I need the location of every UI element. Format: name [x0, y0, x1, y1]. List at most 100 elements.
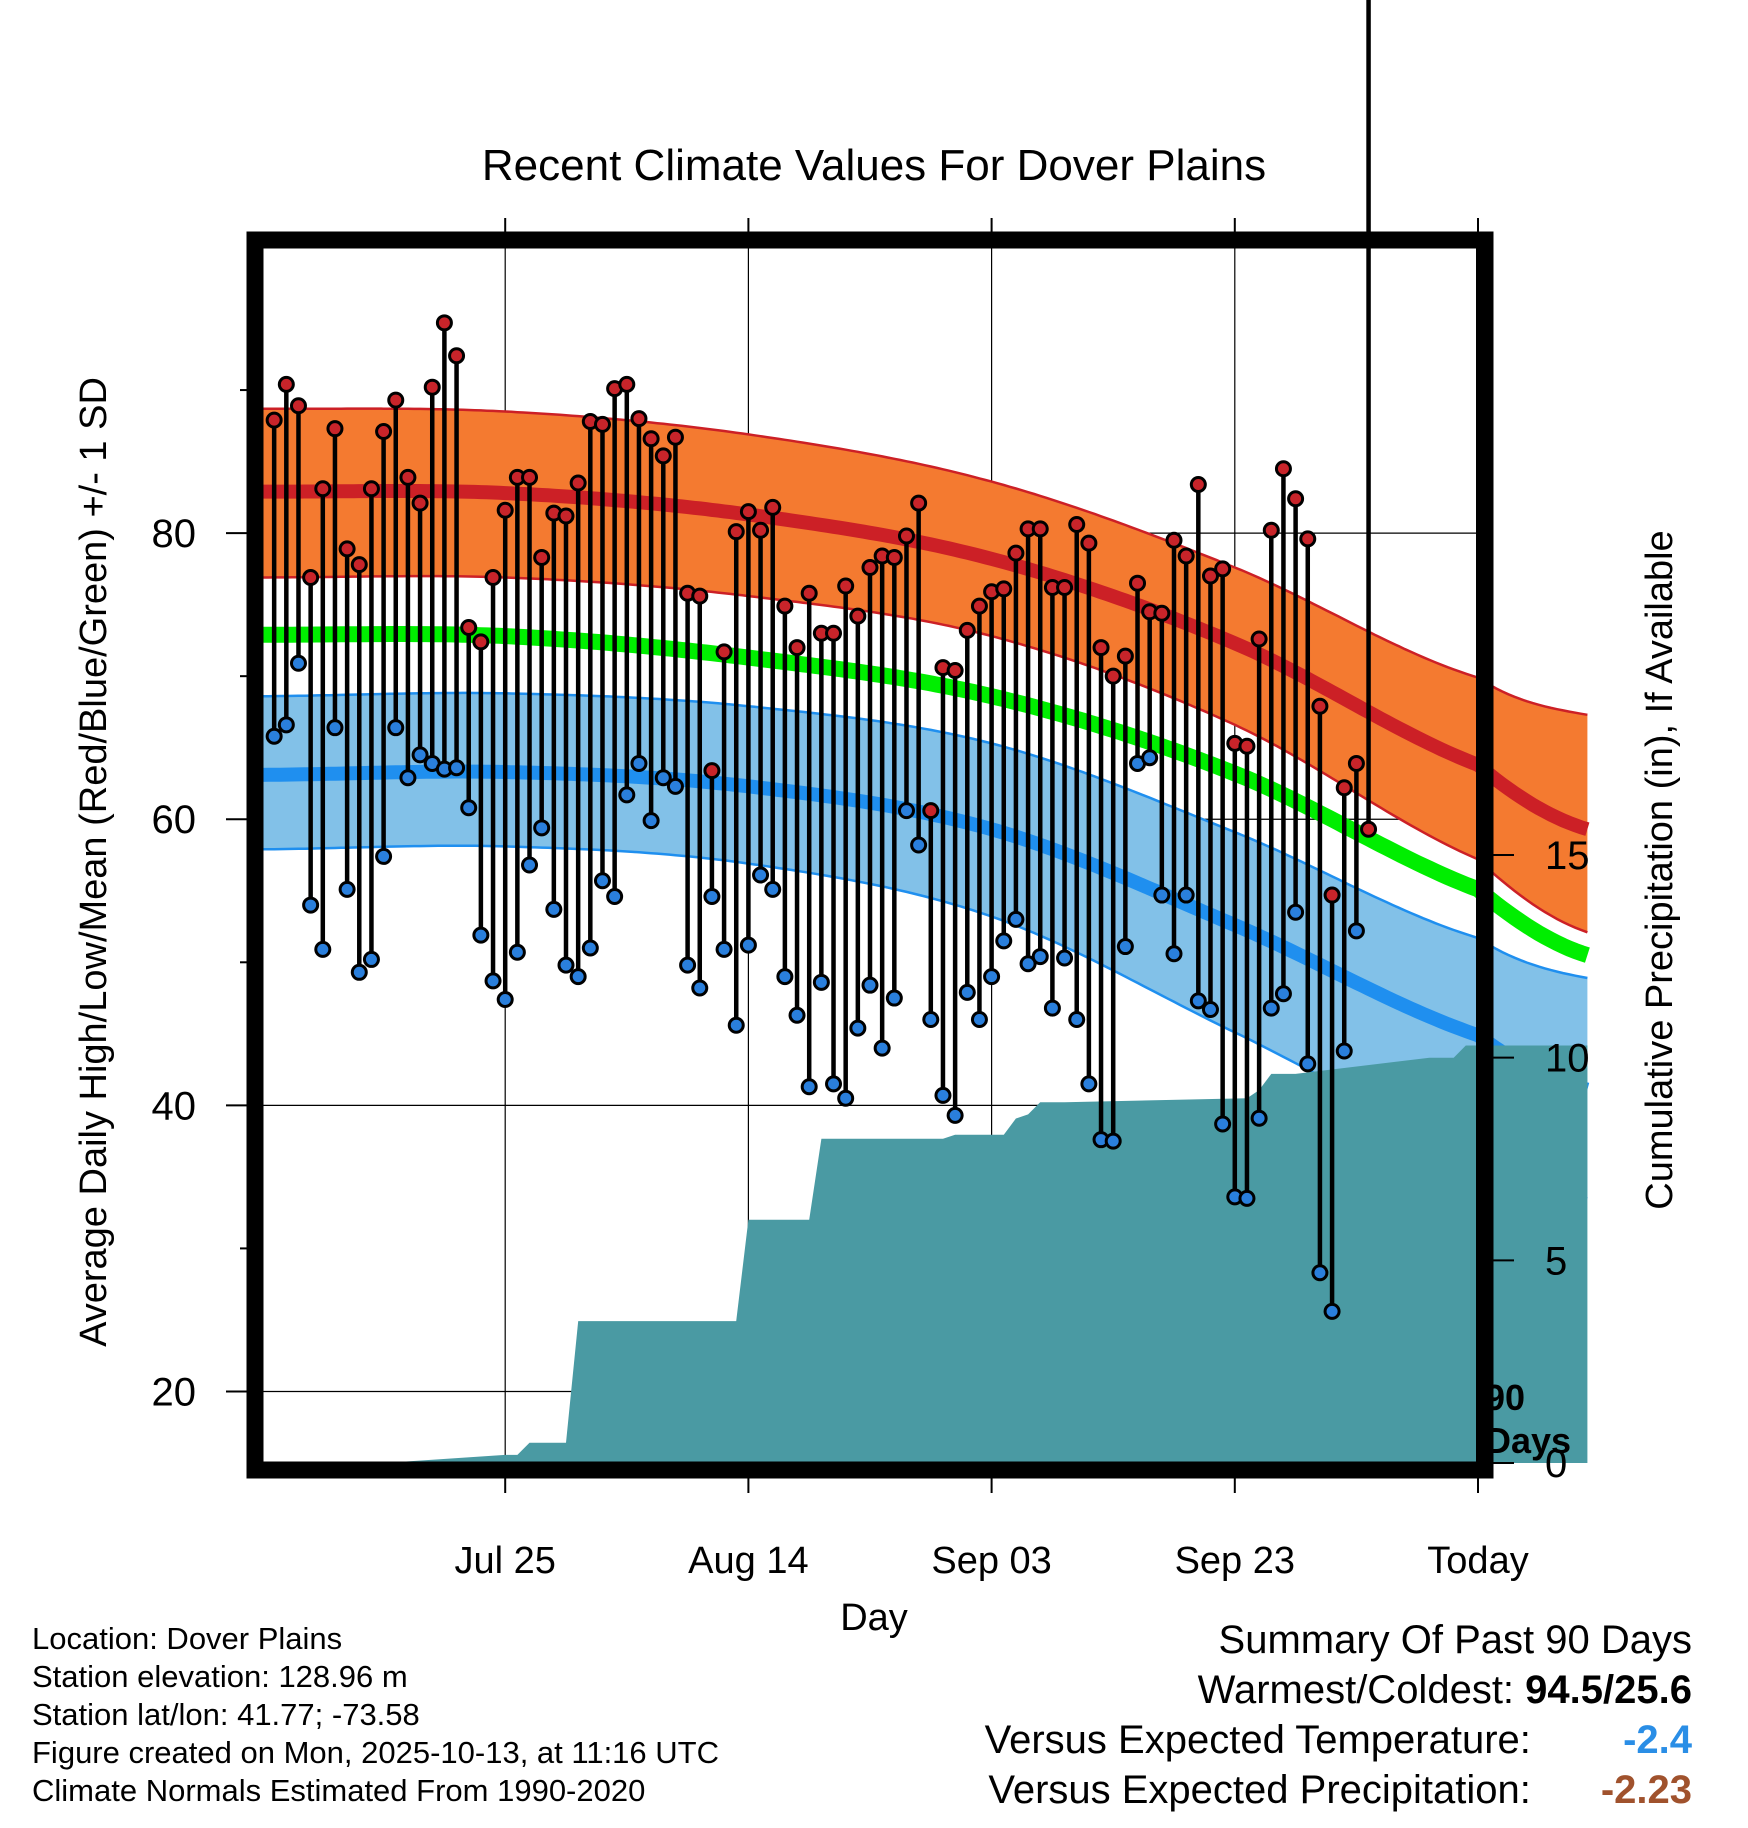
temp-label: Versus Expected Temperature: — [984, 1718, 1531, 1762]
low-point — [1189, 992, 1207, 1010]
high-point — [1068, 516, 1086, 534]
low-point — [837, 1089, 855, 1107]
high-point — [448, 347, 466, 365]
low-point — [411, 746, 429, 764]
high-point — [472, 633, 490, 651]
high-point — [1177, 547, 1195, 565]
high-point — [788, 639, 806, 657]
x-axis-label: Day — [840, 1597, 908, 1639]
low-point — [375, 847, 393, 865]
low-point — [922, 1011, 940, 1029]
chart-title: Recent Climate Values For Dover Plains — [482, 141, 1266, 190]
low-point — [764, 880, 782, 898]
warmest-value: 94.5/25.6 — [1525, 1668, 1692, 1712]
high-point — [533, 548, 551, 566]
low-point — [1080, 1075, 1098, 1093]
created-text: Figure created on Mon, 2025-10-13, at 11… — [32, 1735, 719, 1770]
high-point — [326, 420, 344, 438]
low-point — [326, 719, 344, 737]
low-point — [1323, 1302, 1341, 1320]
low-point — [849, 1019, 867, 1037]
high-point — [1201, 567, 1219, 585]
low-point — [265, 727, 283, 745]
low-point — [776, 968, 794, 986]
low-point — [338, 880, 356, 898]
high-point — [825, 624, 843, 642]
high-point — [1080, 534, 1098, 552]
high-point — [642, 430, 660, 448]
low-point — [1104, 1132, 1122, 1150]
low-point — [581, 939, 599, 957]
low-point — [934, 1086, 952, 1104]
location-text: Location: Dover Plains — [32, 1621, 343, 1656]
low-point — [825, 1075, 843, 1093]
high-point — [314, 480, 332, 498]
low-point — [1153, 886, 1171, 904]
summary-precip-row: Versus Expected Precipitation: -2.23 — [985, 1765, 1692, 1815]
high-point — [703, 762, 721, 780]
low-point — [1043, 999, 1061, 1017]
low-point — [910, 836, 928, 854]
y-axis-left-label: Average Daily High/Low/Mean (Red/Blue/Gr… — [73, 377, 115, 1347]
x-axis: Jul 25 Aug 14 Sep 03 Sep 23 Today — [454, 218, 1529, 1582]
low-point — [897, 802, 915, 820]
high-point — [557, 507, 575, 525]
high-point — [484, 568, 502, 586]
normals-text: Climate Normals Estimated From 1990-2020 — [32, 1773, 646, 1808]
high-point — [861, 558, 879, 576]
high-point — [460, 619, 478, 637]
high-point — [1262, 521, 1280, 539]
y-axis-left: 20 40 60 80 — [152, 389, 252, 1414]
low-point — [630, 754, 648, 772]
high-point — [897, 527, 915, 545]
low-point — [606, 887, 624, 905]
summary-title: Summary Of Past 90 Days — [1218, 1618, 1692, 1662]
y-right-tick-label: 5 — [1545, 1239, 1567, 1283]
low-point — [496, 990, 514, 1008]
low-point — [399, 769, 417, 787]
low-point — [995, 932, 1013, 950]
low-point — [277, 716, 295, 734]
low-point — [873, 1039, 891, 1057]
low-point — [642, 812, 660, 830]
high-point — [521, 468, 539, 486]
high-point — [885, 548, 903, 566]
low-point — [752, 866, 770, 884]
low-point — [715, 940, 733, 958]
low-point — [1335, 1042, 1353, 1060]
low-point — [983, 968, 1001, 986]
low-point — [1347, 922, 1365, 940]
high-point — [1189, 475, 1207, 493]
y-left-tick-label: 60 — [152, 798, 197, 842]
plot-frame — [246, 231, 1494, 1479]
precip-value: -2.23 — [1600, 1768, 1692, 1812]
low-point — [666, 777, 684, 795]
high-point — [1116, 647, 1134, 665]
x-tick-label: Sep 23 — [1175, 1540, 1295, 1582]
high-point — [302, 568, 320, 586]
low-point — [861, 976, 879, 994]
high-point — [1165, 531, 1183, 549]
high-point — [1335, 779, 1353, 797]
low-point — [1201, 1001, 1219, 1019]
high-point — [1104, 667, 1122, 685]
normal-high-band — [262, 408, 1588, 933]
x-tick-label: Sep 03 — [931, 1540, 1051, 1582]
y-left-tick-label: 80 — [152, 512, 197, 556]
low-point — [812, 973, 830, 991]
latlon-text: Station lat/lon: 41.77; -73.58 — [32, 1697, 420, 1732]
high-point — [618, 375, 636, 393]
high-point — [1214, 560, 1232, 578]
high-point — [277, 375, 295, 393]
elevation-text: Station elevation: 128.96 m — [32, 1659, 408, 1694]
temp-value: -2.4 — [1623, 1718, 1692, 1762]
low-point — [1116, 938, 1134, 956]
high-point — [1153, 604, 1171, 622]
low-point — [739, 936, 757, 954]
y-right-tick-label: 10 — [1545, 1037, 1590, 1081]
high-point — [1238, 737, 1256, 755]
low-point — [314, 940, 332, 958]
high-point — [496, 501, 514, 519]
low-point — [679, 956, 697, 974]
